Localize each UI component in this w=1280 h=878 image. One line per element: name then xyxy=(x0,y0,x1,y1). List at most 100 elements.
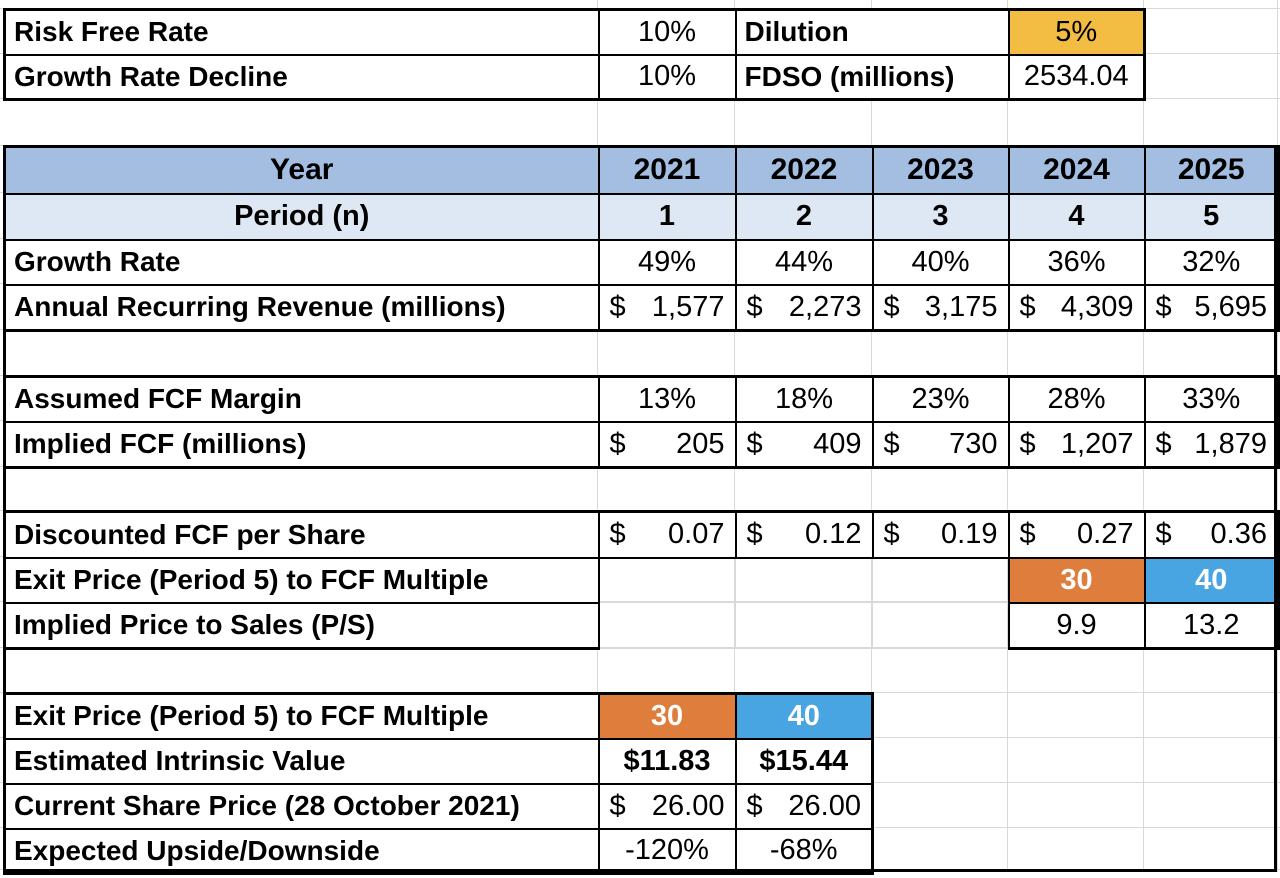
currency-symbol: $ xyxy=(1155,290,1172,323)
cell-fdso-value[interactable]: 2534.04 xyxy=(1007,53,1146,101)
cell-risk-free-rate-label: Risk Free Rate xyxy=(3,8,600,56)
cell-growth-rate-2023[interactable]: 40% xyxy=(871,238,1010,286)
cell-implied-fcf-label: Implied FCF (millions) xyxy=(3,420,600,469)
cell-discounted-fcf-2025[interactable]: $0.36 xyxy=(1143,510,1280,559)
cell-value: 1,879 xyxy=(1194,427,1267,460)
currency-symbol: $ xyxy=(1019,518,1036,551)
empty-cell xyxy=(598,602,736,649)
cell-value: 26.00 xyxy=(788,789,861,822)
cell-discounted-fcf-2023[interactable]: $0.19 xyxy=(871,510,1010,559)
cell-intrinsic-value-low[interactable]: $11.83 xyxy=(597,737,737,785)
cell-exit-multiple-label: Exit Price (Period 5) to FCF Multiple xyxy=(3,556,600,604)
cell-value: 0.36 xyxy=(1210,518,1267,551)
currency-symbol: $ xyxy=(1019,290,1036,323)
cell-discounted-fcf-2024[interactable]: $0.27 xyxy=(1007,510,1146,559)
cell-value: 205 xyxy=(676,427,725,460)
currency-symbol: $ xyxy=(746,427,763,460)
currency-symbol: $ xyxy=(883,518,900,551)
cell-implied-fcf-2021[interactable]: $205 xyxy=(597,420,737,469)
cell-current-price-low[interactable]: $26.00 xyxy=(597,782,737,830)
cell-discounted-fcf-2021[interactable]: $0.07 xyxy=(597,510,737,559)
empty-cell xyxy=(598,557,736,603)
cell-value: 26.00 xyxy=(651,789,725,822)
cell-growth-rate-decline-label: Growth Rate Decline xyxy=(3,53,600,101)
cell-arr-2024[interactable]: $4,309 xyxy=(1007,283,1146,332)
empty-cell xyxy=(735,557,873,603)
cell-implied-fcf-2023[interactable]: $730 xyxy=(871,420,1010,469)
cell-growth-rate-2022[interactable]: 44% xyxy=(734,238,874,286)
cell-year-header: Year xyxy=(3,145,600,195)
cell-upside-label: Expected Upside/Downside xyxy=(3,827,600,875)
cell-fcf-margin-2025[interactable]: 33% xyxy=(1143,375,1280,423)
cell-year-2025: 2025 xyxy=(1143,145,1280,195)
currency-symbol: $ xyxy=(1155,427,1172,460)
cell-year-2024: 2024 xyxy=(1007,145,1146,195)
cell-value: 730 xyxy=(949,427,998,460)
cell-period-1: 1 xyxy=(597,192,737,241)
cell-implied-ps-high[interactable]: 13.2 xyxy=(1143,601,1280,650)
cell-fcf-margin-2023[interactable]: 23% xyxy=(871,375,1010,423)
cell-value: 0.19 xyxy=(941,518,998,551)
gridline xyxy=(0,510,1280,511)
currency-symbol: $ xyxy=(609,427,626,460)
currency-symbol: $ xyxy=(1019,427,1036,460)
cell-implied-fcf-2025[interactable]: $1,879 xyxy=(1143,420,1280,469)
cell-fcf-margin-2024[interactable]: 28% xyxy=(1007,375,1146,423)
cell-value: 409 xyxy=(813,427,862,460)
cell-current-price-label: Current Share Price (28 October 2021) xyxy=(3,782,600,830)
assumptions-table: Risk Free Rate 10% Dilution 5% Growth Ra… xyxy=(3,8,1146,101)
cell-current-price-high[interactable]: $26.00 xyxy=(734,782,874,830)
cell-arr-2023[interactable]: $3,175 xyxy=(871,283,1010,332)
cell-value: 2,273 xyxy=(788,290,862,323)
cell-intrinsic-value-high[interactable]: $15.44 xyxy=(734,737,874,785)
cell-period-4: 4 xyxy=(1007,192,1146,241)
gridline xyxy=(0,8,1280,9)
cell-value: 1,207 xyxy=(1060,427,1134,460)
cell-valuation-exit-multiple-low[interactable]: 30 xyxy=(597,692,737,740)
cell-implied-fcf-2022[interactable]: $409 xyxy=(734,420,874,469)
cell-upside-low[interactable]: -120% xyxy=(597,827,737,875)
cell-risk-free-rate-value[interactable]: 10% xyxy=(597,8,737,56)
cell-fcf-margin-2022[interactable]: 18% xyxy=(734,375,874,423)
cell-period-2: 2 xyxy=(734,192,874,241)
cell-year-2022: 2022 xyxy=(734,145,874,195)
cell-implied-ps-low[interactable]: 9.9 xyxy=(1007,601,1146,650)
cell-implied-fcf-2024[interactable]: $1,207 xyxy=(1007,420,1146,469)
cell-value: 0.27 xyxy=(1077,518,1134,551)
cell-fcf-margin-2021[interactable]: 13% xyxy=(597,375,737,423)
cell-growth-rate-2024[interactable]: 36% xyxy=(1007,238,1146,286)
currency-symbol: $ xyxy=(1155,518,1172,551)
cell-upside-high[interactable]: -68% xyxy=(734,827,874,875)
cell-period-header: Period (n) xyxy=(3,192,600,241)
cell-period-3: 3 xyxy=(871,192,1010,241)
cell-dilution-value[interactable]: 5% xyxy=(1007,8,1146,56)
cell-value: 1,577 xyxy=(651,290,725,323)
currency-symbol: $ xyxy=(746,518,763,551)
currency-symbol: $ xyxy=(883,427,900,460)
cell-valuation-exit-multiple-high[interactable]: 40 xyxy=(734,692,874,740)
cell-growth-rate-2021[interactable]: 49% xyxy=(597,238,737,286)
cell-implied-ps-label: Implied Price to Sales (P/S) xyxy=(3,601,600,650)
cell-value: 0.12 xyxy=(805,518,862,551)
cell-arr-2021[interactable]: $1,577 xyxy=(597,283,737,332)
cell-fcf-margin-label: Assumed FCF Margin xyxy=(3,375,600,423)
gridline xyxy=(0,692,1280,693)
cell-discounted-fcf-label: Discounted FCF per Share xyxy=(3,510,600,559)
projection-table: Year 2021 2022 2023 2024 2025 Period (n)… xyxy=(3,145,1280,332)
cell-growth-rate-2025[interactable]: 32% xyxy=(1143,238,1280,286)
model-bottom-border xyxy=(3,869,1277,872)
cell-arr-2022[interactable]: $2,273 xyxy=(734,283,874,332)
cell-year-2021: 2021 xyxy=(597,145,737,195)
cell-year-2023: 2023 xyxy=(871,145,1010,195)
cell-exit-multiple-high[interactable]: 40 xyxy=(1143,556,1280,604)
cell-arr-2025[interactable]: $5,695 xyxy=(1143,283,1280,332)
fcf-table: Assumed FCF Margin 13% 18% 23% 28% 33% I… xyxy=(3,375,1280,469)
cell-fdso-label: FDSO (millions) xyxy=(734,53,1010,101)
cell-growth-rate-decline-value[interactable]: 10% xyxy=(597,53,737,101)
valuation-table: Exit Price (Period 5) to FCF Multiple 30… xyxy=(3,692,874,875)
cell-exit-multiple-low[interactable]: 30 xyxy=(1007,556,1146,604)
empty-cell xyxy=(735,602,873,649)
discount-table: Discounted FCF per Share $0.07 $0.12 $0.… xyxy=(3,510,1280,650)
cell-discounted-fcf-2022[interactable]: $0.12 xyxy=(734,510,874,559)
gridline xyxy=(0,375,1280,376)
